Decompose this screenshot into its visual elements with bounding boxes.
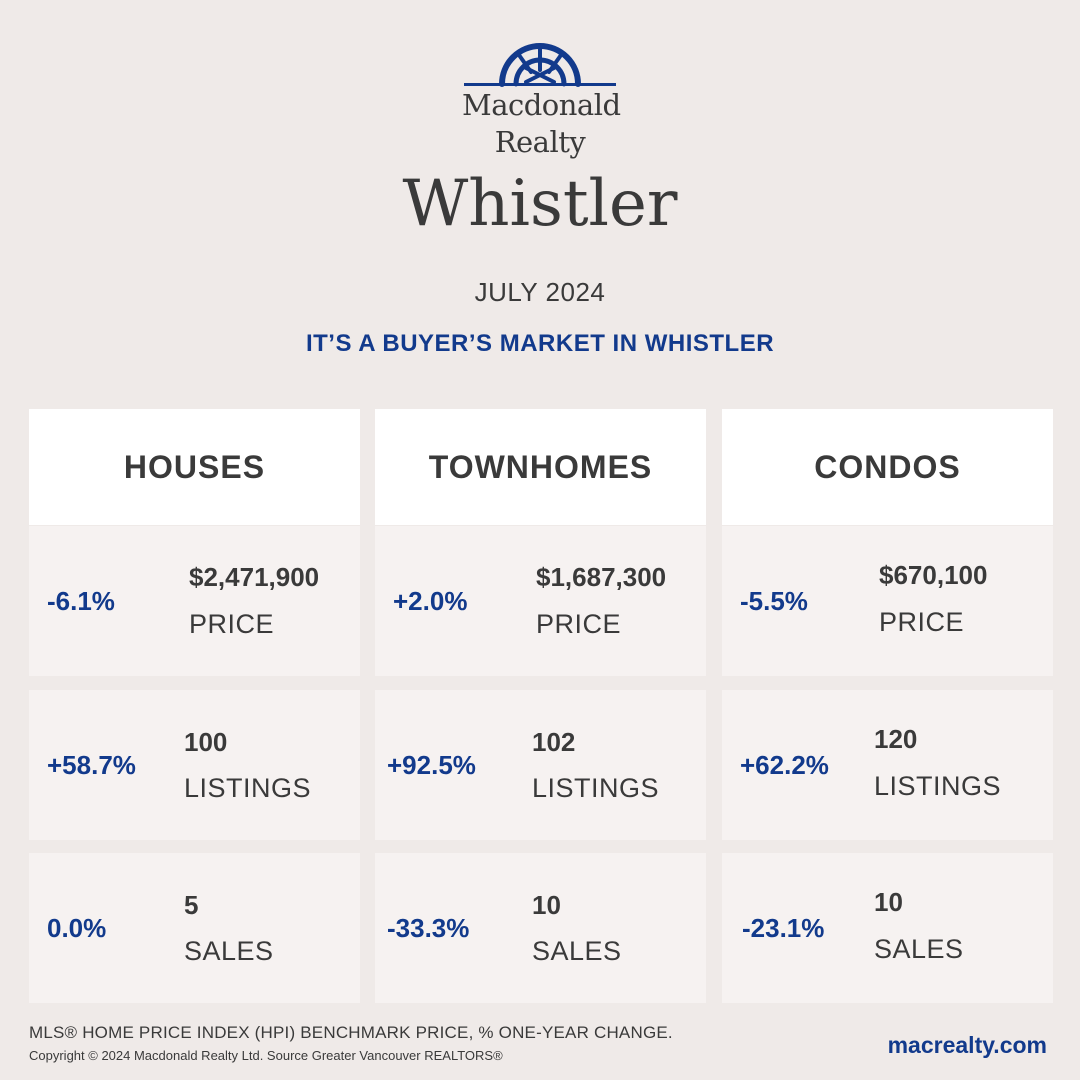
metric-value: 102 — [532, 727, 576, 757]
metric-label: PRICE — [189, 609, 275, 639]
metric-value: 10 — [532, 890, 561, 920]
column-header: CONDOS — [722, 409, 1053, 525]
metric-value: 100 — [184, 727, 228, 757]
metric-value: $1,687,300 — [536, 562, 667, 592]
metric-card-price: -6.1% $2,471,900 PRICE — [29, 526, 360, 676]
metric-card-listings: +62.2% 120 LISTINGS — [722, 690, 1053, 840]
metric-label: PRICE — [536, 609, 622, 639]
metric-card-sales: -23.1% 10 SALES — [722, 853, 1053, 1003]
percent-change: -5.5% — [740, 585, 808, 616]
website-link[interactable]: macrealty.com — [887, 1032, 1047, 1058]
report-date: JULY 2024 — [474, 277, 606, 307]
percent-change: +62.2% — [740, 749, 829, 780]
brand-name-line1: Macdonald — [462, 88, 621, 122]
metric-label: LISTINGS — [184, 773, 312, 803]
percent-change: +58.7% — [47, 749, 136, 780]
metric-value: 5 — [184, 890, 199, 920]
page-title: Whistler — [402, 167, 678, 241]
metric-label: SALES — [874, 934, 964, 964]
metric-card-price: +2.0% $1,687,300 PRICE — [375, 526, 706, 676]
metric-card-price: -5.5% $670,100 PRICE — [722, 526, 1053, 676]
metric-card-listings: +92.5% 102 LISTINGS — [375, 690, 706, 840]
percent-change: -23.1% — [742, 912, 825, 943]
percent-change: +2.0% — [393, 585, 468, 616]
metric-label: LISTINGS — [532, 773, 660, 803]
footnote: MLS® HOME PRICE INDEX (HPI) BENCHMARK PR… — [29, 1023, 673, 1042]
percent-change: +92.5% — [387, 749, 476, 780]
metric-label: PRICE — [879, 607, 965, 637]
percent-change: 0.0% — [47, 912, 107, 943]
percent-change: -6.1% — [47, 585, 115, 616]
metric-value: $670,100 — [879, 560, 988, 590]
headline: IT’S A BUYER’S MARKET IN WHISTLER — [305, 330, 775, 357]
copyright: Copyright © 2024 Macdonald Realty Ltd. S… — [29, 1048, 503, 1063]
metric-label: SALES — [532, 936, 622, 966]
brand-name-line2: Realty — [494, 125, 586, 159]
brand-logo: Macdonald Realty — [462, 40, 621, 164]
metric-card-listings: +58.7% 100 LISTINGS — [29, 690, 360, 840]
column-header: HOUSES — [29, 409, 360, 525]
column-header: TOWNHOMES — [375, 409, 706, 525]
metric-card-sales: 0.0% 5 SALES — [29, 853, 360, 1003]
metric-value: $2,471,900 — [189, 562, 320, 592]
metric-value: 120 — [874, 724, 918, 754]
metric-label: LISTINGS — [874, 771, 1002, 801]
metric-card-sales: -33.3% 10 SALES — [375, 853, 706, 1003]
percent-change: -33.3% — [387, 912, 470, 943]
sunburst-arch-logo-icon — [464, 43, 616, 87]
metric-label: SALES — [184, 936, 274, 966]
metric-value: 10 — [874, 887, 903, 917]
